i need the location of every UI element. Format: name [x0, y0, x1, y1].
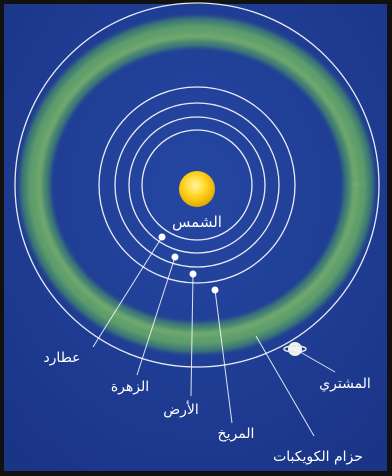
- jupiter-leader-line: [294, 348, 336, 373]
- earth-orbit: [114, 102, 280, 268]
- jupiter-label: المشتري: [319, 376, 371, 392]
- mars-orbit: [98, 86, 296, 284]
- sun: [179, 171, 215, 207]
- mars-label: المريخ: [218, 426, 255, 442]
- mars-leader-line: [214, 289, 233, 424]
- sun-label: الشمس: [172, 213, 222, 231]
- mercury-label: عطارد: [43, 350, 80, 366]
- asteroid-belt: [20, 17, 374, 353]
- asteroid-belt-leader-line: [255, 335, 315, 437]
- venus-label: الزهرة: [111, 379, 149, 395]
- venus-orbit: [128, 116, 266, 254]
- earth-leader-line: [190, 273, 194, 397]
- earth-label: الأرض: [163, 400, 199, 418]
- asteroid-belt-label: حزام الكويكبات: [273, 449, 363, 465]
- jupiter-orbit: [14, 2, 380, 368]
- venus-leader-line: [136, 256, 176, 376]
- mercury-orbit: [141, 129, 253, 241]
- mercury-leader-line: [92, 236, 163, 348]
